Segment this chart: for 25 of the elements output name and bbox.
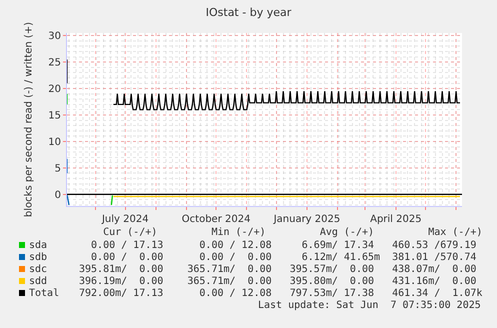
y-tick-label: 0	[54, 190, 61, 201]
text: Cur (-/+) Min (-/+) Avg (-/+) Max (-/+)	[79, 227, 482, 238]
legend-label: sdc	[29, 264, 48, 275]
legend-label: sdb	[29, 252, 48, 263]
text: 0.00 / 0.00 0.00 / 0.00 6.12m/ 41.65m 381.01 /570.74	[79, 252, 476, 263]
text: 0.00 / 17.13 0.00 / 12.08 6.69m/ 17.34 460.53 /679.19	[79, 240, 476, 251]
y-tick-label: 25	[48, 58, 61, 69]
y-axis-title: blocks per second read (-) / written (+)	[23, 22, 34, 218]
y-tick-label: 5	[54, 163, 61, 174]
legend-label: Total	[29, 288, 60, 299]
x-tick-label: October 2024	[182, 214, 250, 225]
legend-label: sda	[29, 240, 48, 251]
text: 396.19m/ 0.00 365.71m/ 0.00 395.80m/ 0.00 431.16m/ 0.00	[79, 276, 476, 287]
chart-title: IOstat - by year	[206, 6, 292, 19]
x-tick-label: April 2025	[370, 214, 422, 225]
text: Last update: Sat Jun 7 07:35:00 2025	[258, 300, 481, 311]
legend-label: sdd	[29, 276, 48, 287]
y-tick-label: 20	[48, 84, 61, 96]
text: 792.00m/ 17.13 0.00 / 12.08 797.53m/ 17.38 461.34 / 1.07k	[79, 288, 482, 299]
y-tick-label: 10	[48, 136, 61, 148]
y-tick-label: 30	[48, 31, 61, 42]
x-tick-label: January 2025	[272, 214, 340, 225]
x-tick-label: July 2024	[100, 214, 149, 225]
y-tick-label: 15	[48, 110, 61, 122]
text: 395.81m/ 0.00 365.71m/ 0.00 395.57m/ 0.00 438.07m/ 0.00	[79, 264, 476, 275]
